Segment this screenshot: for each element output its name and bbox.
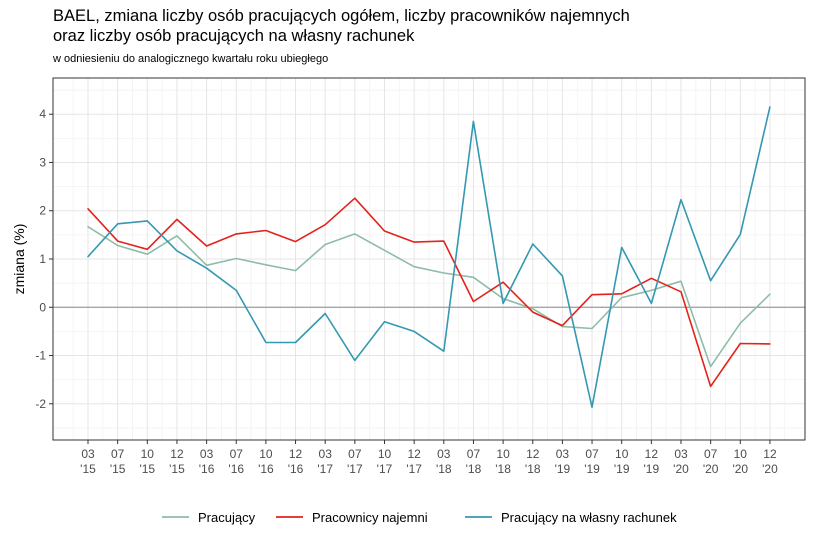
x-tick-label-year: '16 — [258, 462, 274, 476]
x-tick-label-year: '15 — [110, 462, 126, 476]
x-tick-label-year: '20 — [762, 462, 778, 476]
x-tick-label-year: '15 — [80, 462, 96, 476]
x-tick-label-month: 12 — [289, 447, 303, 461]
x-tick-label-month: 12 — [526, 447, 540, 461]
x-tick-label-month: 07 — [348, 447, 362, 461]
x-tick-label-month: 07 — [111, 447, 125, 461]
y-axis: -2 -1 0 1 2 3 4 — [35, 107, 53, 411]
x-tick-label-year: '20 — [703, 462, 719, 476]
x-tick-label-month: 03 — [81, 447, 95, 461]
legend-label-2: Pracownicy najemni — [312, 510, 428, 525]
x-tick-label-month: 12 — [170, 447, 184, 461]
x-tick-label-month: 10 — [378, 447, 392, 461]
legend-label-3: Pracujący na własny rachunek — [501, 510, 677, 525]
x-tick-label-month: 12 — [645, 447, 659, 461]
x-tick-label-year: '17 — [347, 462, 363, 476]
y-axis-label: zmiana (%) — [11, 224, 27, 295]
y-tick-label: -1 — [35, 349, 46, 363]
y-tick-label: 3 — [39, 155, 46, 169]
chart-subtitle: w odniesieniu do analogicznego kwartału … — [53, 53, 329, 65]
y-tick-label: 1 — [39, 252, 46, 266]
x-tick-label-year: '19 — [584, 462, 600, 476]
x-tick-label-year: '17 — [406, 462, 422, 476]
x-tick-label-month: 07 — [704, 447, 718, 461]
x-tick-label-year: '20 — [673, 462, 689, 476]
legend: Pracujący Pracownicy najemni Pracujący na … — [162, 510, 677, 525]
x-tick-label-year: '18 — [525, 462, 541, 476]
x-tick-label-year: '18 — [466, 462, 482, 476]
x-tick-label-month: 10 — [259, 447, 273, 461]
y-tick-label: 4 — [39, 107, 46, 121]
x-tick-label-year: '19 — [644, 462, 660, 476]
x-tick-label-month: 07 — [230, 447, 244, 461]
x-tick-label-year: '19 — [614, 462, 630, 476]
x-axis: 03'1507'1510'1512'1503'1607'1610'1612'16… — [80, 440, 778, 476]
series-line-2 — [87, 197, 771, 388]
x-tick-label-year: '15 — [139, 462, 155, 476]
x-tick-label-year: '18 — [436, 462, 452, 476]
x-tick-label-month: 03 — [437, 447, 451, 461]
chart-title: BAEL, zmiana liczby osób pracujących ogó… — [53, 6, 630, 46]
x-tick-label-month: 03 — [319, 447, 333, 461]
x-tick-label-month: 10 — [734, 447, 748, 461]
x-tick-label-month: 12 — [763, 447, 777, 461]
chart-title-line-1: BAEL, zmiana liczby osób pracujących ogó… — [53, 7, 630, 25]
y-tick-label: 2 — [39, 204, 46, 218]
x-tick-label-year: '20 — [732, 462, 748, 476]
x-tick-label-year: '16 — [288, 462, 304, 476]
chart-title-line-2: oraz liczby osób pracujących na własny r… — [53, 27, 415, 45]
series-line-3 — [87, 106, 771, 409]
x-tick-label-month: 03 — [556, 447, 570, 461]
x-tick-label-year: '17 — [377, 462, 393, 476]
x-tick-label-month: 03 — [674, 447, 688, 461]
x-tick-label-year: '18 — [495, 462, 511, 476]
x-tick-label-month: 10 — [141, 447, 155, 461]
x-tick-label-year: '17 — [317, 462, 333, 476]
x-tick-label-year: '16 — [199, 462, 215, 476]
y-tick-label: -2 — [35, 397, 46, 411]
x-tick-label-month: 12 — [407, 447, 421, 461]
x-tick-label-month: 07 — [467, 447, 481, 461]
x-tick-label-month: 03 — [200, 447, 214, 461]
x-tick-label-year: '19 — [555, 462, 571, 476]
x-tick-label-year: '16 — [228, 462, 244, 476]
x-tick-label-year: '15 — [169, 462, 185, 476]
y-tick-label: 0 — [39, 300, 46, 314]
legend-label-1: Pracujący — [198, 510, 256, 525]
x-tick-label-month: 07 — [585, 447, 599, 461]
series-layer — [87, 106, 771, 409]
x-tick-label-month: 10 — [615, 447, 629, 461]
major-grid — [53, 78, 805, 440]
x-tick-label-month: 10 — [496, 447, 510, 461]
